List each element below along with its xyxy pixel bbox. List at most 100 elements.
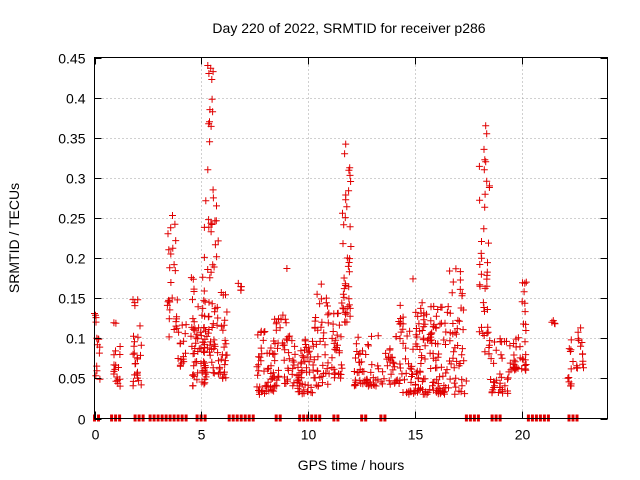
data-point xyxy=(257,357,265,365)
data-point xyxy=(567,382,575,390)
data-point xyxy=(206,118,213,126)
data-point xyxy=(440,382,448,390)
data-point xyxy=(263,382,271,390)
data-point xyxy=(197,328,205,336)
data-point xyxy=(427,365,435,372)
data-series-srmtid xyxy=(91,62,587,422)
data-point xyxy=(311,317,319,325)
data-point xyxy=(112,347,119,355)
data-point xyxy=(262,387,270,395)
data-point xyxy=(479,299,487,307)
data-point xyxy=(396,364,404,372)
data-point xyxy=(309,342,317,350)
data-point xyxy=(221,361,229,369)
data-point xyxy=(435,350,443,358)
data-point xyxy=(324,359,332,367)
data-point xyxy=(478,254,486,262)
y-tick-label: 0.1 xyxy=(66,331,86,347)
data-point xyxy=(416,346,424,353)
data-point xyxy=(403,332,411,340)
data-point xyxy=(501,382,509,390)
data-point xyxy=(402,344,410,352)
data-point xyxy=(166,298,174,306)
data-point xyxy=(521,299,529,307)
data-point xyxy=(449,320,457,327)
data-point xyxy=(110,370,118,378)
data-point xyxy=(189,275,197,283)
data-point xyxy=(317,323,325,331)
data-point xyxy=(450,348,458,356)
data-point xyxy=(392,333,400,341)
data-point xyxy=(211,340,219,348)
x-tick-label: 15 xyxy=(408,427,424,443)
data-point xyxy=(298,390,306,398)
data-point xyxy=(506,359,514,367)
data-point xyxy=(331,345,339,353)
data-point xyxy=(433,376,441,384)
data-point xyxy=(213,253,221,261)
data-point xyxy=(485,184,493,191)
data-point xyxy=(324,311,332,319)
data-point xyxy=(497,373,505,381)
data-point xyxy=(164,230,172,238)
data-point xyxy=(306,368,314,376)
data-point xyxy=(345,268,353,276)
data-point xyxy=(202,363,209,371)
data-point xyxy=(190,285,198,293)
data-point xyxy=(168,294,176,302)
data-point xyxy=(504,374,512,382)
data-point xyxy=(567,336,575,344)
plot-frame xyxy=(94,57,608,419)
data-point xyxy=(200,253,208,261)
data-point xyxy=(207,268,215,276)
data-point xyxy=(443,308,451,316)
data-point xyxy=(221,316,229,324)
data-point xyxy=(205,298,213,306)
data-point xyxy=(305,347,313,355)
data-point xyxy=(208,324,216,331)
data-point xyxy=(274,344,281,352)
data-point xyxy=(516,343,524,351)
data-point xyxy=(567,365,575,373)
data-point xyxy=(383,362,391,370)
data-point xyxy=(206,106,214,114)
data-point xyxy=(137,351,144,359)
data-point xyxy=(261,328,269,335)
data-point xyxy=(406,327,414,335)
data-point xyxy=(343,254,351,262)
data-point xyxy=(346,312,354,320)
data-point xyxy=(165,315,173,323)
data-point xyxy=(187,274,195,282)
data-point xyxy=(565,378,573,386)
data-point xyxy=(396,335,404,343)
data-point xyxy=(307,383,315,391)
data-point xyxy=(211,241,219,249)
data-point xyxy=(352,381,360,389)
data-point xyxy=(317,280,325,288)
data-point xyxy=(189,315,197,323)
data-point xyxy=(443,366,451,374)
data-point xyxy=(566,348,574,355)
y-tick-label: 0 xyxy=(78,412,86,428)
data-point xyxy=(165,333,173,341)
data-point xyxy=(405,388,413,396)
data-point xyxy=(172,318,180,326)
data-point xyxy=(387,370,395,378)
chart-title: Day 220 of 2022, SRMTID for receiver p28… xyxy=(212,20,485,36)
data-point xyxy=(200,324,208,332)
data-point xyxy=(490,359,498,367)
data-point xyxy=(504,387,511,395)
data-point xyxy=(482,158,490,166)
data-point xyxy=(270,382,278,390)
data-point xyxy=(401,376,408,384)
x-tick-label: 10 xyxy=(301,427,317,443)
data-point xyxy=(206,274,214,282)
data-point xyxy=(452,330,460,338)
data-point xyxy=(264,378,272,386)
data-point xyxy=(191,358,199,366)
data-point xyxy=(271,350,279,358)
data-point xyxy=(483,130,491,138)
data-point xyxy=(426,349,434,357)
data-point xyxy=(110,351,118,359)
